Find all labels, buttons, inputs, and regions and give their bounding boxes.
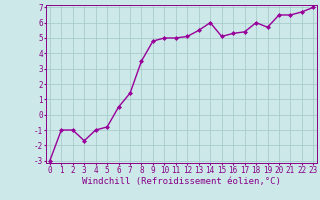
X-axis label: Windchill (Refroidissement éolien,°C): Windchill (Refroidissement éolien,°C) <box>82 177 281 186</box>
